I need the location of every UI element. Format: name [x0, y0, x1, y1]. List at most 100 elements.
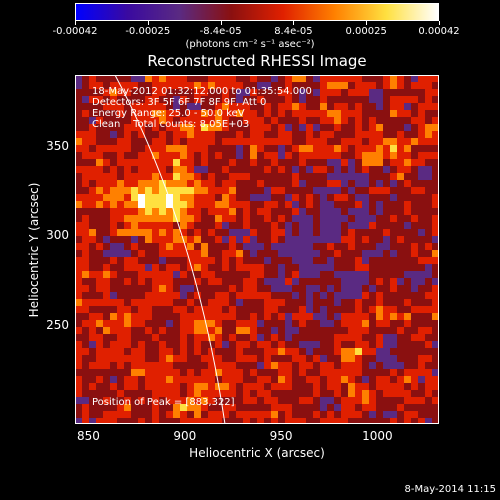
heatmap-cell	[131, 257, 138, 264]
heatmap-cell	[131, 103, 138, 110]
heatmap-cell	[82, 271, 89, 278]
heatmap-cell	[145, 103, 152, 110]
heatmap-cell	[313, 187, 320, 194]
heatmap-cell	[138, 404, 145, 411]
heatmap-cell	[229, 327, 236, 334]
heatmap-cell	[236, 404, 243, 411]
heatmap-cell	[390, 383, 397, 390]
heatmap-cell	[404, 173, 411, 180]
heatmap-cell	[404, 397, 411, 404]
heatmap-cell	[201, 278, 208, 285]
heatmap-cell	[124, 327, 131, 334]
heatmap-cell	[208, 264, 215, 271]
heatmap-cell	[96, 124, 103, 131]
heatmap-cell	[124, 173, 131, 180]
heatmap-cell	[313, 145, 320, 152]
heatmap-cell	[222, 383, 229, 390]
heatmap-cell	[383, 418, 390, 425]
heatmap-cell	[187, 376, 194, 383]
heatmap-cell	[215, 390, 222, 397]
heatmap-cell	[257, 82, 264, 89]
heatmap-cell	[89, 117, 96, 124]
heatmap-cell	[432, 236, 439, 243]
heatmap-cell	[159, 103, 166, 110]
heatmap-cell	[411, 222, 418, 229]
heatmap-cell	[390, 313, 397, 320]
heatmap-cell	[292, 355, 299, 362]
heatmap-cell	[320, 229, 327, 236]
heatmap-cell	[152, 299, 159, 306]
heatmap-cell	[89, 110, 96, 117]
heatmap-cell	[117, 299, 124, 306]
heatmap-cell	[292, 124, 299, 131]
heatmap-cell	[145, 411, 152, 418]
heatmap-cell	[278, 383, 285, 390]
heatmap-cell	[425, 208, 432, 215]
heatmap-cell	[306, 362, 313, 369]
heatmap-cell	[138, 131, 145, 138]
heatmap-cell	[383, 334, 390, 341]
heatmap-cell	[110, 145, 117, 152]
heatmap-cell	[215, 75, 222, 82]
heatmap-cell	[96, 320, 103, 327]
heatmap-cell	[292, 215, 299, 222]
heatmap-cell	[348, 201, 355, 208]
heatmap-cell	[348, 327, 355, 334]
heatmap-cell	[264, 250, 271, 257]
heatmap-cell	[362, 173, 369, 180]
heatmap-cell	[201, 320, 208, 327]
heatmap-cell	[432, 208, 439, 215]
heatmap-cell	[341, 348, 348, 355]
heatmap-cell	[383, 180, 390, 187]
heatmap-cell	[236, 82, 243, 89]
heatmap-cell	[117, 397, 124, 404]
heatmap-cell	[194, 222, 201, 229]
heatmap-cell	[159, 383, 166, 390]
heatmap-cell	[320, 418, 327, 425]
heatmap-cell	[152, 208, 159, 215]
heatmap-cell	[243, 138, 250, 145]
heatmap-cell	[418, 75, 425, 82]
heatmap-cell	[285, 355, 292, 362]
heatmap-cell	[180, 110, 187, 117]
heatmap-cell	[299, 306, 306, 313]
heatmap-cell	[110, 215, 117, 222]
heatmap-cell	[292, 348, 299, 355]
heatmap-cell	[383, 299, 390, 306]
heatmap-cell	[404, 243, 411, 250]
heatmap-cell	[397, 145, 404, 152]
heatmap-cell	[306, 250, 313, 257]
heatmap-cell	[425, 327, 432, 334]
heatmap-cell	[432, 278, 439, 285]
heatmap-cell	[222, 215, 229, 222]
heatmap-cell	[138, 187, 145, 194]
heatmap-cell	[383, 404, 390, 411]
heatmap-cell	[334, 124, 341, 131]
heatmap-cell	[348, 208, 355, 215]
y-tick-label: 300	[46, 228, 69, 243]
heatmap-cell	[376, 320, 383, 327]
heatmap-cell	[299, 243, 306, 250]
heatmap-cell	[313, 369, 320, 376]
heatmap-cell	[397, 334, 404, 341]
heatmap-cell	[173, 285, 180, 292]
heatmap-cell	[257, 376, 264, 383]
heatmap-cell	[348, 152, 355, 159]
heatmap-cell	[369, 117, 376, 124]
heatmap-cell	[271, 355, 278, 362]
heatmap-cell	[313, 173, 320, 180]
heatmap-cell	[425, 166, 432, 173]
heatmap-cell	[243, 313, 250, 320]
heatmap-cell	[180, 166, 187, 173]
heatmap-cell	[264, 334, 271, 341]
heatmap-cell	[362, 397, 369, 404]
heatmap-cell	[201, 124, 208, 131]
heatmap-cell	[383, 103, 390, 110]
heatmap-cell	[250, 362, 257, 369]
heatmap-cell	[236, 383, 243, 390]
heatmap-cell	[75, 180, 82, 187]
heatmap-cell	[264, 166, 271, 173]
heatmap-cell	[180, 82, 187, 89]
heatmap-cell	[117, 173, 124, 180]
heatmap-cell	[236, 355, 243, 362]
